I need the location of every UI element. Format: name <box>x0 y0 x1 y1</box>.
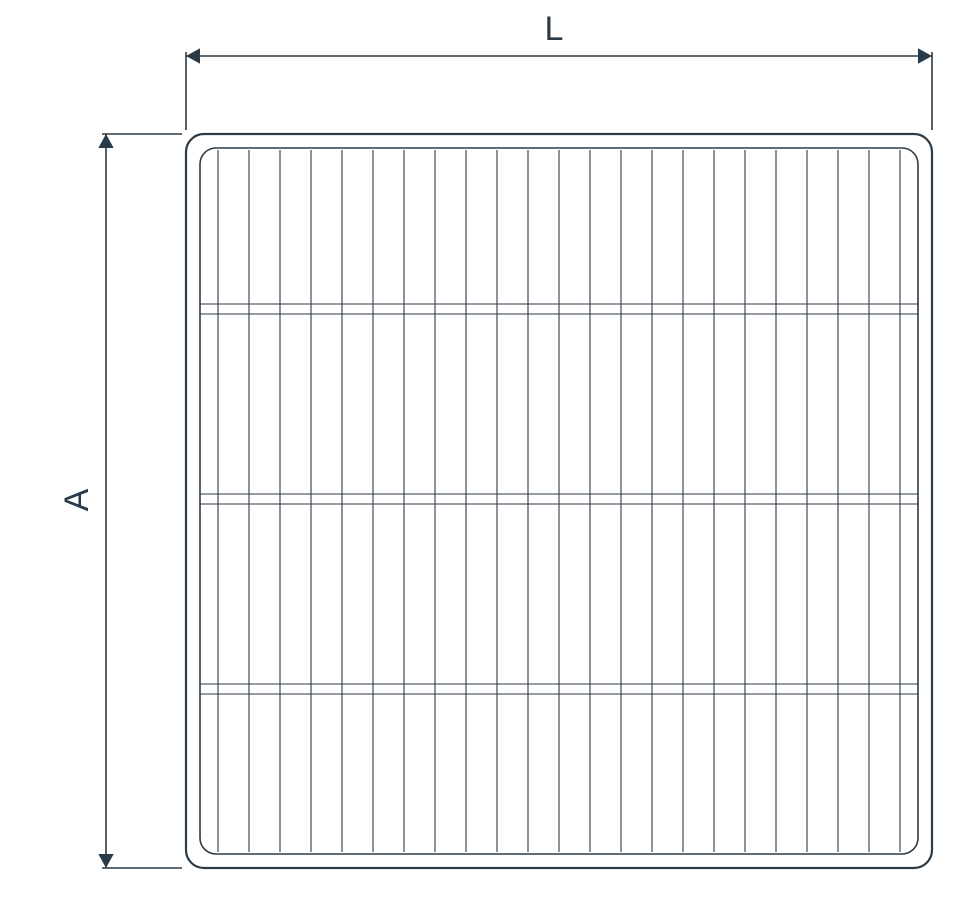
dimension-L-label: L <box>545 10 564 48</box>
dimension-A: A <box>58 134 182 868</box>
vertical-bars <box>218 150 900 852</box>
dimension-A-label: A <box>58 488 96 511</box>
technical-drawing-grid: LA <box>0 0 960 902</box>
dimension-L: L <box>186 10 932 130</box>
